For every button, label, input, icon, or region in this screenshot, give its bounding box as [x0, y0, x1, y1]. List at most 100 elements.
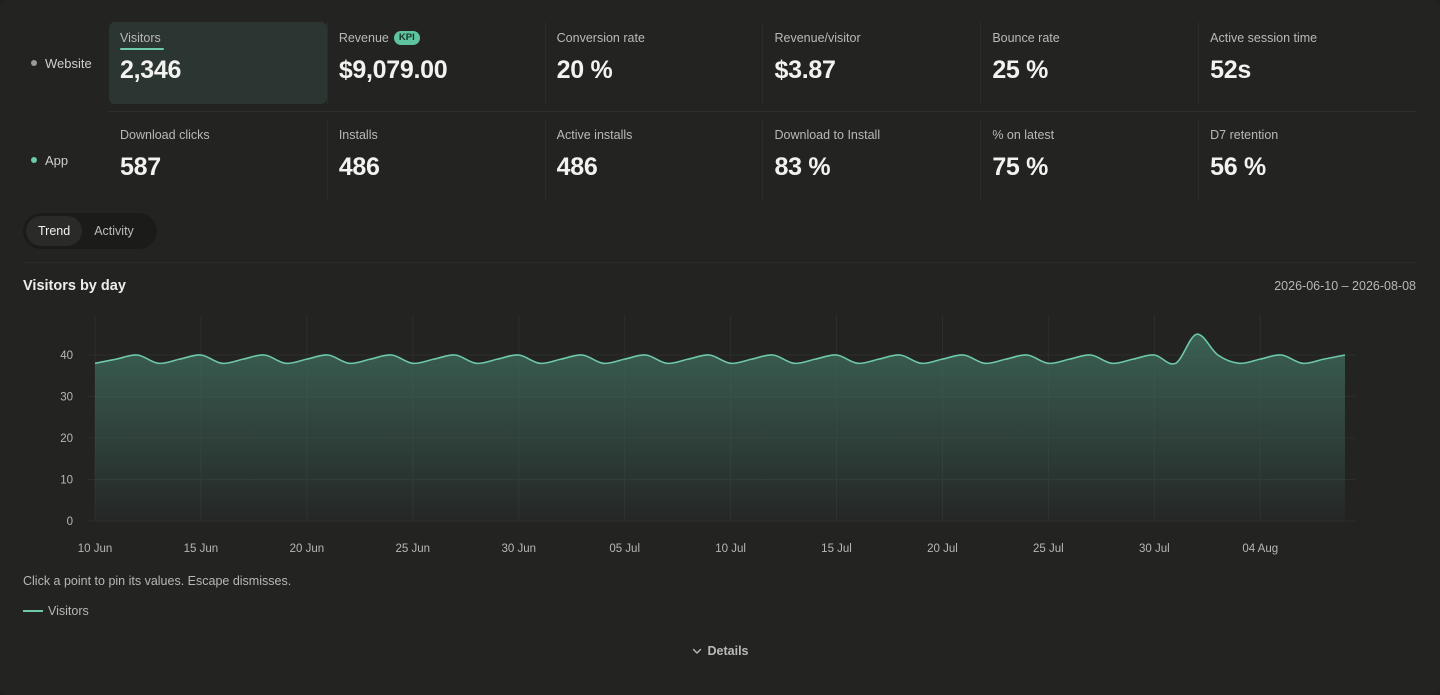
- data-point: [622, 356, 628, 362]
- data-point: [1257, 356, 1263, 362]
- metric-value: 2,346: [120, 56, 182, 84]
- metric-value: 486: [556, 153, 598, 181]
- metric-card-bounce-rate[interactable]: Bounce rate 25 %: [980, 22, 1198, 104]
- row-label-app: App: [23, 119, 109, 201]
- app-dot-icon: [31, 157, 37, 163]
- metric-card-conversion-rate[interactable]: Conversion rate 20 %: [544, 22, 763, 104]
- y-tick-label: 30: [60, 392, 73, 404]
- data-point: [240, 356, 246, 362]
- data-point: [918, 360, 924, 366]
- data-point: [855, 360, 861, 366]
- metric-value: $9,079.00: [338, 56, 448, 84]
- metric-value: 587: [120, 153, 161, 181]
- data-point: [1151, 352, 1157, 358]
- legend-swatch: [23, 610, 43, 612]
- data-point: [1194, 331, 1200, 337]
- metric-value: 83 %: [774, 153, 831, 181]
- data-point: [431, 356, 437, 362]
- data-point: [516, 352, 522, 358]
- visitors-series-line: [94, 333, 1346, 365]
- data-point: [537, 360, 543, 366]
- row-label-text: Website: [45, 55, 92, 71]
- metric-label: Conversion rate: [556, 31, 645, 45]
- data-point: [495, 356, 501, 362]
- data-point: [198, 352, 204, 358]
- data-point: [791, 360, 797, 366]
- metric-label: Bounce rate: [992, 31, 1060, 45]
- x-tick-label: 10 Jul: [715, 543, 746, 555]
- visitors-area-fill: [95, 334, 1345, 521]
- metric-value: 25 %: [992, 56, 1049, 84]
- data-point: [325, 352, 331, 358]
- metric-label: Download clicks: [120, 128, 210, 142]
- chevron-down-icon: [692, 648, 701, 654]
- metric-value: 56 %: [1210, 153, 1266, 181]
- data-point: [728, 360, 734, 366]
- x-tick-label: 10 Jun: [78, 543, 113, 555]
- data-point: [1130, 356, 1136, 362]
- row-label-website: Website: [23, 22, 109, 104]
- metric-card-active-session-time[interactable]: Active session time 52s: [1198, 22, 1416, 104]
- metric-value: $3.87: [774, 56, 836, 84]
- chart-hint: Click a point to pin its values. Escape …: [23, 574, 292, 588]
- data-point: [473, 360, 479, 366]
- chart-legend: Visitors: [23, 604, 89, 618]
- tab-activity[interactable]: Activity: [94, 224, 134, 238]
- view-tabs: Trend Activity: [23, 213, 157, 249]
- data-point: [367, 356, 373, 362]
- data-point: [770, 352, 776, 358]
- data-point: [410, 360, 416, 366]
- data-point: [92, 360, 98, 366]
- data-point: [1300, 360, 1306, 366]
- data-point: [304, 356, 310, 362]
- data-point: [1173, 360, 1179, 366]
- x-tick-label: 15 Jul: [821, 543, 852, 555]
- row-divider: [108, 111, 1416, 112]
- metric-card-revenue-per-visitor[interactable]: Revenue/visitor $3.87: [762, 22, 980, 104]
- data-point: [1342, 352, 1348, 358]
- row-label-text: App: [45, 152, 69, 168]
- data-point: [219, 360, 225, 366]
- metric-card-percent-on-latest[interactable]: % on latest 75 %: [980, 119, 1198, 201]
- data-point: [643, 352, 649, 358]
- visitors-area-chart[interactable]: 0 10 20 30 40 10 Jun 15 Jun 20 Jun 25 Jun 30 Jun 0…: [0, 300, 1440, 565]
- metric-card-revenue[interactable]: Revenue KPI $9,079.00: [326, 22, 545, 104]
- data-point: [939, 356, 945, 362]
- selected-indicator: [120, 48, 164, 50]
- data-point: [1236, 360, 1242, 366]
- x-tick-label: 15 Jun: [184, 543, 219, 555]
- tab-trend[interactable]: Trend: [26, 216, 83, 246]
- data-point: [1109, 360, 1115, 366]
- metric-card-visitors[interactable]: Visitors 2,346: [109, 22, 327, 104]
- metric-card-download-to-install[interactable]: Download to Install 83 %: [762, 119, 980, 201]
- data-point: [134, 352, 140, 358]
- details-toggle[interactable]: Details: [0, 644, 1440, 658]
- x-tick-label: 30 Jun: [501, 543, 536, 555]
- metric-label: % on latest: [992, 128, 1055, 142]
- data-point: [1067, 356, 1073, 362]
- metric-card-installs[interactable]: Installs 486: [326, 119, 545, 201]
- data-point: [706, 352, 712, 358]
- metric-card-d7-retention[interactable]: D7 retention 56 %: [1198, 119, 1416, 201]
- metric-label: Revenue: [338, 31, 389, 45]
- data-point: [834, 352, 840, 358]
- y-tick-label: 10: [60, 475, 73, 487]
- data-point: [876, 356, 882, 362]
- x-tick-label: 20 Jun: [290, 543, 325, 555]
- data-point: [812, 356, 818, 362]
- metric-label: Visitors: [120, 31, 161, 45]
- data-point: [685, 356, 691, 362]
- data-point: [897, 352, 903, 358]
- metric-card-active-installs[interactable]: Active installs 486: [544, 119, 763, 201]
- metric-value: 75 %: [992, 153, 1049, 181]
- metric-value: 20 %: [556, 56, 613, 84]
- data-point: [664, 360, 670, 366]
- website-metrics-row: Website Visitors 2,346 Revenue KPI $9,079…: [23, 22, 1416, 104]
- data-point: [113, 356, 119, 362]
- x-tick-label: 20 Jul: [927, 543, 958, 555]
- metric-card-download-clicks[interactable]: Download clicks 587: [109, 119, 327, 201]
- data-point: [283, 360, 289, 366]
- section-divider: [23, 262, 1416, 263]
- app-metrics-row: App Download clicks 587 Installs 486 Act…: [23, 119, 1416, 201]
